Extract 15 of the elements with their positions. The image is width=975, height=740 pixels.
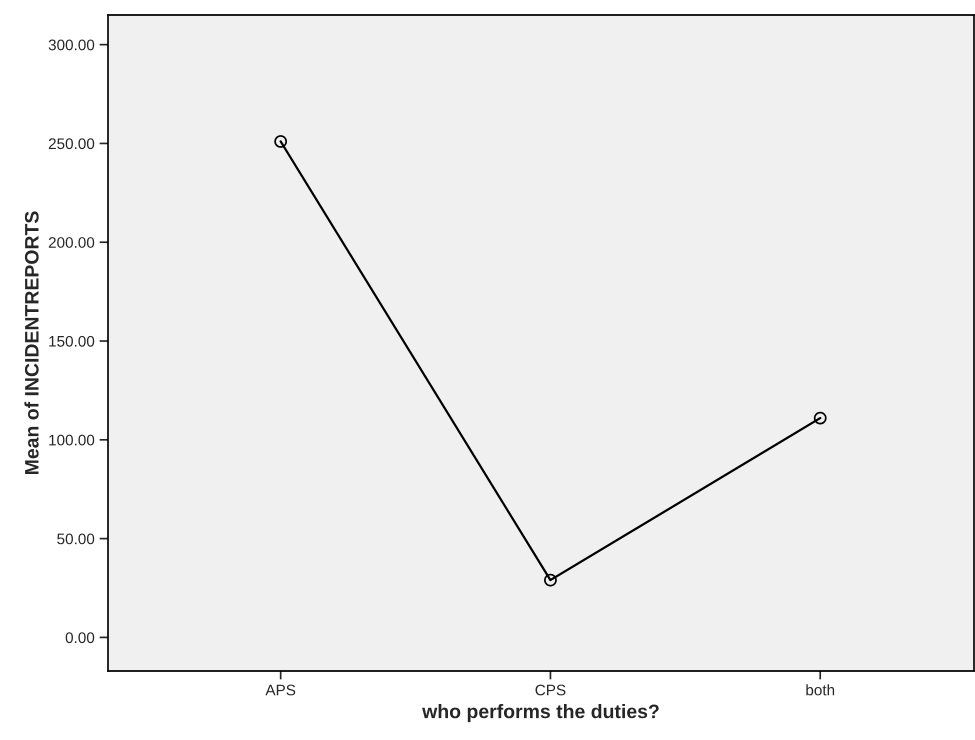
y-tick-label: 300.00	[48, 40, 94, 50]
x-tick-label: APS	[265, 684, 296, 696]
x-axis-title: who performs the duties?	[422, 704, 659, 722]
y-tick-label: 250.00	[48, 138, 94, 150]
y-tick-label: 0.00	[66, 632, 94, 644]
point	[274, 135, 288, 148]
y-tick-label: 200.00	[48, 237, 94, 248]
y-tick-label: 50.00	[57, 533, 94, 544]
x-tick-label: both	[806, 684, 834, 696]
y-tick-label: 150.00	[49, 336, 94, 347]
y-axis-title: Mean of INCIDENTREPORTS	[24, 211, 39, 474]
point	[544, 574, 557, 586]
x-tick-label: CPS	[536, 684, 566, 696]
y-tick-label: 100.00	[49, 434, 94, 446]
point	[814, 412, 827, 424]
